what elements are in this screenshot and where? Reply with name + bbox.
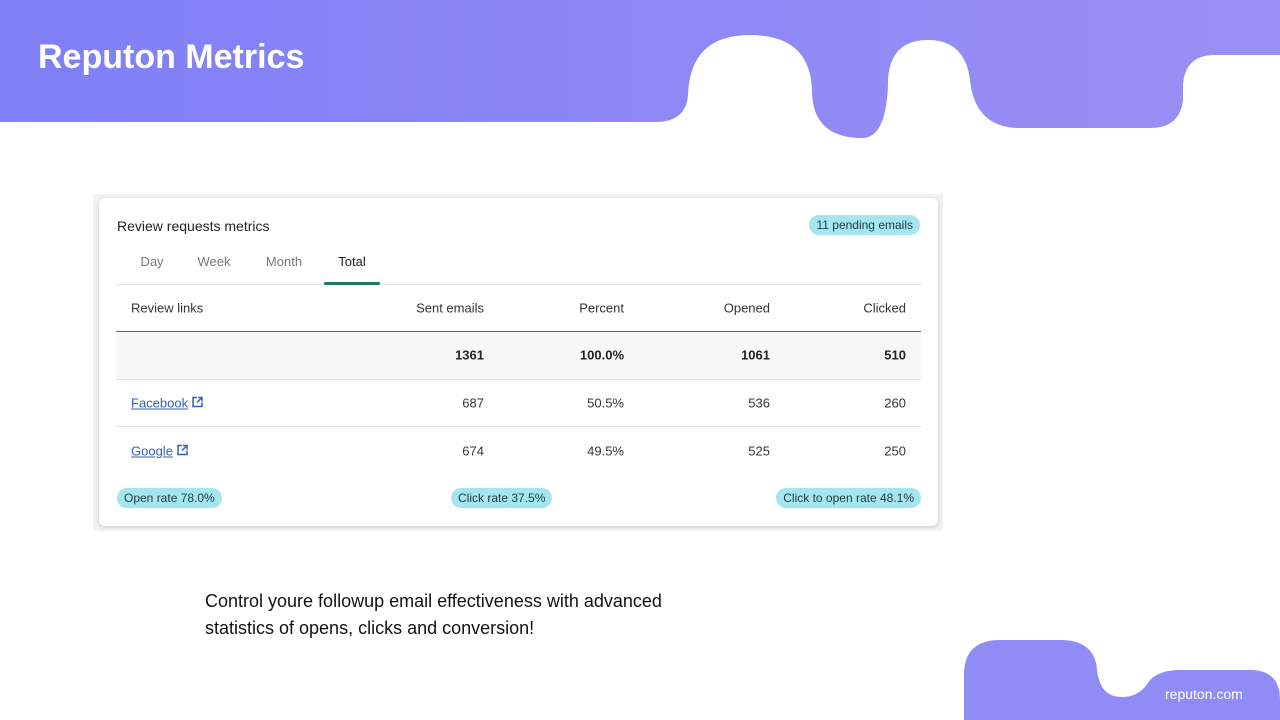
column-header: Clicked bbox=[863, 300, 906, 316]
caption-line: statistics of opens, clicks and conversi… bbox=[205, 618, 535, 638]
tab-indicator bbox=[324, 282, 380, 285]
header-rule bbox=[116, 331, 921, 332]
column-header: Opened bbox=[723, 300, 770, 316]
card-title: Review requests metrics bbox=[117, 218, 270, 234]
table-cell: 250 bbox=[884, 443, 906, 459]
column-header: Sent emails bbox=[416, 300, 484, 316]
table-cell: 525 bbox=[748, 443, 770, 459]
total-row-bg bbox=[116, 332, 921, 379]
table-cell: 687 bbox=[462, 395, 484, 411]
external-icon bbox=[177, 444, 188, 456]
table-cell: 510 bbox=[884, 347, 906, 363]
table-cell: 1061 bbox=[741, 347, 770, 363]
column-header: Review links bbox=[131, 300, 204, 316]
divider bbox=[116, 426, 921, 427]
table-cell: 260 bbox=[884, 395, 906, 411]
table-cell: 100.0% bbox=[579, 347, 624, 363]
external-icon bbox=[192, 396, 203, 408]
review-link[interactable]: Google bbox=[131, 444, 188, 459]
caption-line: Control youre followup email effectivene… bbox=[205, 591, 662, 611]
table-cell: 536 bbox=[748, 395, 770, 411]
column-header: Percent bbox=[579, 300, 624, 316]
tab[interactable]: Total bbox=[338, 254, 366, 269]
stat-badge: Open rate 78.0% bbox=[117, 488, 222, 508]
table-cell: 49.5% bbox=[587, 443, 624, 459]
tab[interactable]: Month bbox=[265, 254, 303, 269]
table-cell: 1361 bbox=[455, 347, 484, 363]
stat-badge: Click rate 37.5% bbox=[451, 488, 553, 508]
footer-blob bbox=[964, 640, 1280, 720]
divider bbox=[116, 379, 921, 380]
site-link: reputon.com bbox=[1165, 686, 1243, 702]
page-title: Reputon Metrics bbox=[38, 38, 305, 76]
stat-badge: Click to open rate 48.1% bbox=[776, 488, 921, 508]
table-cell: 674 bbox=[462, 443, 484, 459]
table-cell: 50.5% bbox=[587, 395, 624, 411]
tab[interactable]: Week bbox=[197, 254, 231, 269]
header-band bbox=[0, 0, 1280, 138]
review-link[interactable]: Facebook bbox=[131, 396, 203, 411]
tab[interactable]: Day bbox=[140, 254, 164, 269]
pending-badge: 11 pending emails bbox=[809, 215, 920, 235]
divider bbox=[116, 284, 921, 285]
